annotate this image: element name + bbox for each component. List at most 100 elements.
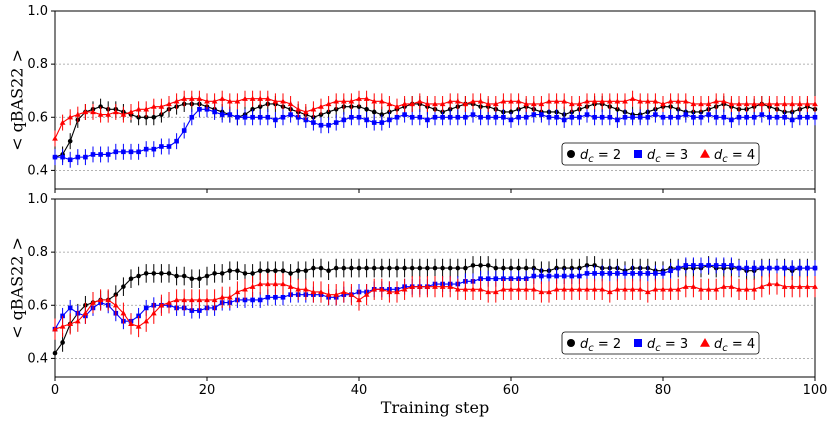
data-point bbox=[455, 265, 461, 271]
data-point bbox=[515, 98, 522, 104]
data-point bbox=[318, 122, 324, 128]
data-point bbox=[402, 112, 407, 117]
data-point bbox=[698, 101, 704, 107]
data-point bbox=[120, 310, 127, 316]
data-point bbox=[371, 286, 378, 292]
y-tick-label: 0.8 bbox=[27, 57, 48, 72]
data-point bbox=[485, 289, 492, 295]
data-point bbox=[713, 286, 720, 292]
data-point bbox=[432, 283, 438, 289]
data-point bbox=[90, 109, 96, 115]
data-point bbox=[629, 95, 636, 101]
data-point bbox=[295, 106, 302, 112]
data-point bbox=[333, 291, 340, 297]
data-point bbox=[492, 101, 499, 107]
legend-label: dc = 2 bbox=[580, 337, 621, 354]
data-point bbox=[333, 265, 339, 271]
data-point bbox=[470, 263, 476, 268]
data-point bbox=[52, 350, 58, 356]
data-point bbox=[516, 265, 521, 271]
data-point bbox=[713, 114, 719, 120]
data-point bbox=[364, 117, 369, 123]
data-point bbox=[310, 289, 317, 295]
data-point bbox=[219, 95, 226, 101]
data-point bbox=[242, 114, 248, 120]
data-point bbox=[744, 265, 749, 271]
data-point bbox=[166, 299, 172, 305]
data-point bbox=[554, 273, 559, 279]
data-point bbox=[59, 119, 66, 125]
data-point bbox=[166, 101, 172, 107]
data-point bbox=[211, 297, 218, 303]
data-point bbox=[409, 265, 415, 271]
data-point bbox=[272, 281, 279, 287]
data-point bbox=[500, 286, 507, 292]
data-point bbox=[630, 114, 635, 120]
data-point bbox=[265, 114, 271, 120]
data-point bbox=[789, 283, 796, 289]
data-point bbox=[561, 98, 568, 104]
data-point bbox=[302, 109, 309, 115]
data-point bbox=[188, 297, 195, 303]
y-tick-label: 0.6 bbox=[27, 110, 48, 125]
data-point bbox=[463, 265, 468, 271]
data-point bbox=[52, 135, 58, 141]
data-point bbox=[326, 122, 331, 128]
data-point bbox=[485, 101, 492, 107]
data-point bbox=[181, 297, 188, 303]
data-point bbox=[683, 263, 689, 268]
data-point bbox=[273, 268, 278, 274]
data-point bbox=[295, 268, 301, 274]
data-point bbox=[447, 114, 453, 120]
data-point bbox=[644, 98, 651, 104]
data-point bbox=[128, 149, 134, 155]
data-point bbox=[720, 283, 727, 289]
data-point bbox=[462, 286, 469, 292]
data-point bbox=[97, 111, 104, 117]
y-tick-label: 0.6 bbox=[27, 298, 48, 313]
data-point bbox=[401, 101, 408, 107]
data-point bbox=[630, 271, 635, 276]
data-point bbox=[622, 98, 628, 104]
data-point bbox=[363, 95, 370, 101]
data-point bbox=[151, 146, 157, 152]
data-point bbox=[74, 111, 81, 117]
legend-label: dc = 3 bbox=[647, 337, 688, 354]
data-point bbox=[371, 109, 377, 115]
data-point bbox=[736, 265, 742, 271]
data-point bbox=[796, 101, 803, 107]
data-point bbox=[485, 114, 491, 120]
data-point bbox=[675, 286, 682, 292]
legend-marker bbox=[634, 150, 642, 158]
data-point bbox=[774, 281, 780, 287]
data-point bbox=[128, 320, 134, 327]
data-point bbox=[173, 98, 180, 104]
data-point bbox=[136, 149, 141, 155]
data-point bbox=[447, 265, 453, 271]
legend-box bbox=[561, 142, 760, 166]
data-point bbox=[432, 265, 438, 271]
data-point bbox=[98, 152, 103, 157]
data-point bbox=[546, 289, 552, 295]
data-point bbox=[432, 101, 438, 107]
legend-marker bbox=[700, 338, 710, 347]
data-point bbox=[219, 112, 225, 117]
data-point bbox=[257, 281, 264, 287]
data-point bbox=[242, 286, 248, 292]
data-point bbox=[736, 286, 742, 292]
data-point bbox=[204, 98, 210, 104]
data-point bbox=[273, 294, 278, 300]
data-point bbox=[280, 268, 286, 274]
data-point bbox=[340, 289, 347, 295]
data-point bbox=[652, 98, 659, 104]
data-point bbox=[629, 286, 636, 292]
data-point bbox=[751, 101, 758, 107]
data-point bbox=[561, 286, 568, 292]
data-point bbox=[478, 263, 483, 268]
data-point bbox=[158, 103, 165, 109]
data-point bbox=[181, 95, 188, 101]
data-point bbox=[675, 98, 682, 104]
x-tick-label: 0 bbox=[51, 383, 59, 398]
data-point bbox=[812, 101, 818, 107]
data-point bbox=[477, 98, 484, 104]
